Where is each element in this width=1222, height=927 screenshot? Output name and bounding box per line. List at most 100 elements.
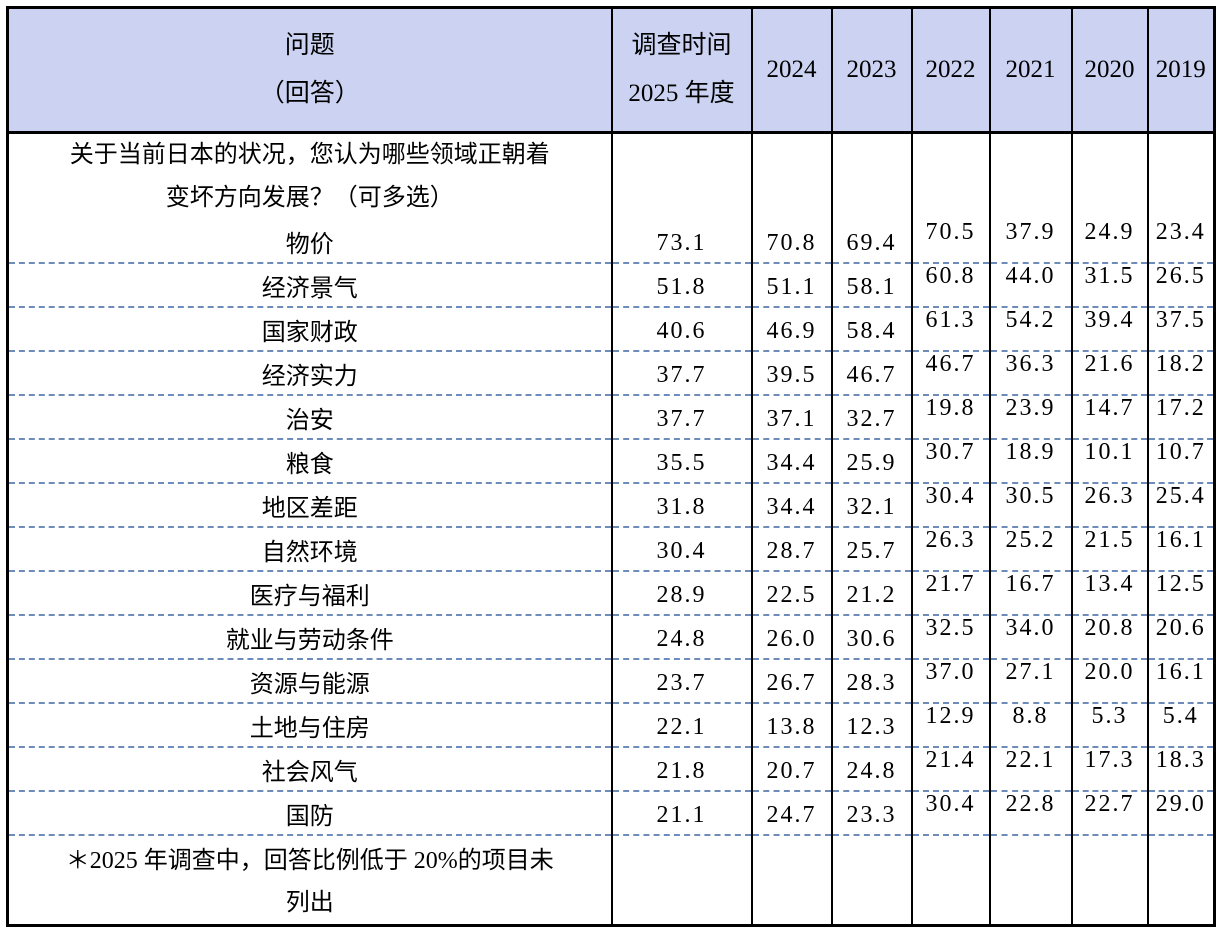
value-cell-2021: 8.8 bbox=[988, 703, 1072, 748]
value-cell-2023: 30.6 bbox=[830, 615, 912, 660]
value-cell-2019: 18.3 bbox=[1146, 747, 1215, 792]
value-cell-2024: 22.5 bbox=[750, 571, 832, 616]
value-cell-2019: 26.5 bbox=[1146, 263, 1215, 308]
value-cell-2020: 20.0 bbox=[1070, 659, 1148, 704]
value-cell-2019: 37.5 bbox=[1146, 307, 1215, 352]
row-label: 经济景气 bbox=[7, 263, 612, 308]
value-cell-2025: 35.5 bbox=[610, 439, 752, 484]
value-cell-2022: 46.7 bbox=[910, 351, 990, 396]
value-cell-2020: 13.4 bbox=[1070, 571, 1148, 616]
empty-cell bbox=[750, 835, 832, 926]
header-survey-time-line2: 2025 年度 bbox=[628, 80, 735, 107]
footnote-line2: 列出 bbox=[285, 890, 334, 916]
value-cell-2022: 61.3 bbox=[910, 307, 990, 352]
row-label: 就业与劳动条件 bbox=[7, 615, 612, 660]
row-label: 国防 bbox=[7, 791, 612, 836]
header-question: 问题 （回答） bbox=[7, 7, 612, 134]
value-cell-2022: 30.4 bbox=[910, 791, 990, 836]
header-year-2020: 2020 bbox=[1070, 7, 1148, 134]
table-row: 地区差距 31.8 34.4 32.1 30.4 30.5 26.3 25.4 bbox=[7, 483, 1215, 528]
value-cell-2024: 51.1 bbox=[750, 263, 832, 308]
value-cell-2024: 34.4 bbox=[750, 439, 832, 484]
value-cell-2025: 73.1 bbox=[610, 220, 752, 264]
row-label: 物价 bbox=[7, 220, 612, 264]
value-cell-2022: 60.8 bbox=[910, 263, 990, 308]
header-survey-time-line1: 调查时间 bbox=[631, 32, 732, 59]
table-row: 就业与劳动条件 24.8 26.0 30.6 32.5 34.0 20.8 20… bbox=[7, 615, 1215, 660]
row-label: 国家财政 bbox=[7, 307, 612, 352]
table-row: 国家财政 40.6 46.9 58.4 61.3 54.2 39.4 37.5 bbox=[7, 307, 1215, 352]
value-cell-2025: 40.6 bbox=[610, 307, 752, 352]
value-cell-2023: 25.7 bbox=[830, 527, 912, 572]
value-cell-2023: 28.3 bbox=[830, 659, 912, 704]
value-cell-2025: 21.8 bbox=[610, 747, 752, 792]
header-year-2021: 2021 bbox=[988, 7, 1072, 134]
header-survey-time-2025: 调查时间 2025 年度 bbox=[610, 7, 752, 134]
value-cell-2020: 26.3 bbox=[1070, 483, 1148, 528]
value-cell-2023: 24.8 bbox=[830, 747, 912, 792]
value-cell-2021: 25.2 bbox=[988, 527, 1072, 572]
value-cell-2025: 31.8 bbox=[610, 483, 752, 528]
value-cell-2025: 37.7 bbox=[610, 351, 752, 396]
value-cell-2021: 34.0 bbox=[988, 615, 1072, 660]
value-cell-2019: 18.2 bbox=[1146, 351, 1215, 396]
value-cell-2024: 20.7 bbox=[750, 747, 832, 792]
value-cell-2025: 51.8 bbox=[610, 263, 752, 308]
value-cell-2022: 32.5 bbox=[910, 615, 990, 660]
value-cell-2021: 22.1 bbox=[988, 747, 1072, 792]
value-cell-2021: 44.0 bbox=[988, 263, 1072, 308]
value-cell-2020: 31.5 bbox=[1070, 263, 1148, 308]
value-cell-2022: 21.4 bbox=[910, 747, 990, 792]
value-cell-2020: 21.6 bbox=[1070, 351, 1148, 396]
value-cell-2020: 14.7 bbox=[1070, 395, 1148, 440]
value-cell-2019: 29.0 bbox=[1146, 791, 1215, 836]
value-cell-2022: 37.0 bbox=[910, 659, 990, 704]
footnote-text: ＊2025 年调查中，回答比例低于 20%的项目未 列出 bbox=[8, 835, 612, 926]
value-cell-2023: 12.3 bbox=[830, 703, 912, 748]
value-cell-2020: 5.3 bbox=[1070, 703, 1148, 748]
value-cell-2023: 58.1 bbox=[830, 263, 912, 308]
table-row: 医疗与福利 28.9 22.5 21.2 21.7 16.7 13.4 12.5 bbox=[7, 571, 1215, 616]
value-cell-2021: 30.5 bbox=[988, 483, 1072, 528]
value-cell-2024: 13.8 bbox=[750, 703, 832, 748]
question-text-line1: 关于当前日本的状况，您认为哪些领域正朝着 bbox=[69, 142, 550, 168]
value-cell-2023: 32.1 bbox=[830, 483, 912, 528]
empty-cell bbox=[910, 835, 990, 926]
value-cell-2025: 24.8 bbox=[610, 615, 752, 660]
table-row: 自然环境 30.4 28.7 25.7 26.3 25.2 21.5 16.1 bbox=[7, 527, 1215, 572]
value-cell-2022: 30.7 bbox=[910, 439, 990, 484]
value-cell-2025: 23.7 bbox=[610, 659, 752, 704]
value-cell-2021: 54.2 bbox=[988, 307, 1072, 352]
value-cell-2019: 5.4 bbox=[1146, 703, 1215, 748]
row-label: 经济实力 bbox=[7, 351, 612, 396]
value-cell-2022: 26.3 bbox=[910, 527, 990, 572]
value-cell-2022: 19.8 bbox=[910, 395, 990, 440]
empty-cell bbox=[1070, 835, 1148, 926]
table-row: 经济实力 37.7 39.5 46.7 46.7 36.3 21.6 18.2 bbox=[7, 351, 1215, 396]
value-cell-2020: 24.9 bbox=[1070, 220, 1148, 264]
value-cell-2019: 16.1 bbox=[1146, 659, 1215, 704]
empty-cell bbox=[750, 132, 832, 220]
empty-cell bbox=[830, 835, 912, 926]
value-cell-2021: 37.9 bbox=[988, 220, 1072, 264]
footnote-row: ＊2025 年调查中，回答比例低于 20%的项目未 列出 bbox=[8, 835, 1215, 926]
table-row: 物价 73.1 70.8 69.4 70.5 37.9 24.9 23.4 bbox=[7, 220, 1215, 264]
value-cell-2025: 21.1 bbox=[610, 791, 752, 836]
value-cell-2020: 10.1 bbox=[1070, 439, 1148, 484]
value-cell-2025: 30.4 bbox=[610, 527, 752, 572]
value-cell-2025: 28.9 bbox=[610, 571, 752, 616]
row-label: 自然环境 bbox=[7, 527, 612, 572]
row-label: 医疗与福利 bbox=[7, 571, 612, 616]
empty-cell bbox=[830, 132, 912, 220]
empty-cell bbox=[988, 132, 1072, 220]
value-cell-2019: 20.6 bbox=[1146, 615, 1215, 660]
question-text: 关于当前日本的状况，您认为哪些领域正朝着 变坏方向发展？（可多选） bbox=[8, 133, 612, 221]
value-cell-2024: 37.1 bbox=[750, 395, 832, 440]
value-cell-2024: 39.5 bbox=[750, 351, 832, 396]
value-cell-2024: 46.9 bbox=[750, 307, 832, 352]
header-year-2024: 2024 bbox=[750, 7, 832, 134]
value-cell-2020: 20.8 bbox=[1070, 615, 1148, 660]
row-label: 粮食 bbox=[7, 439, 612, 484]
header-question-line1: 问题 bbox=[284, 32, 335, 59]
value-cell-2024: 26.7 bbox=[750, 659, 832, 704]
